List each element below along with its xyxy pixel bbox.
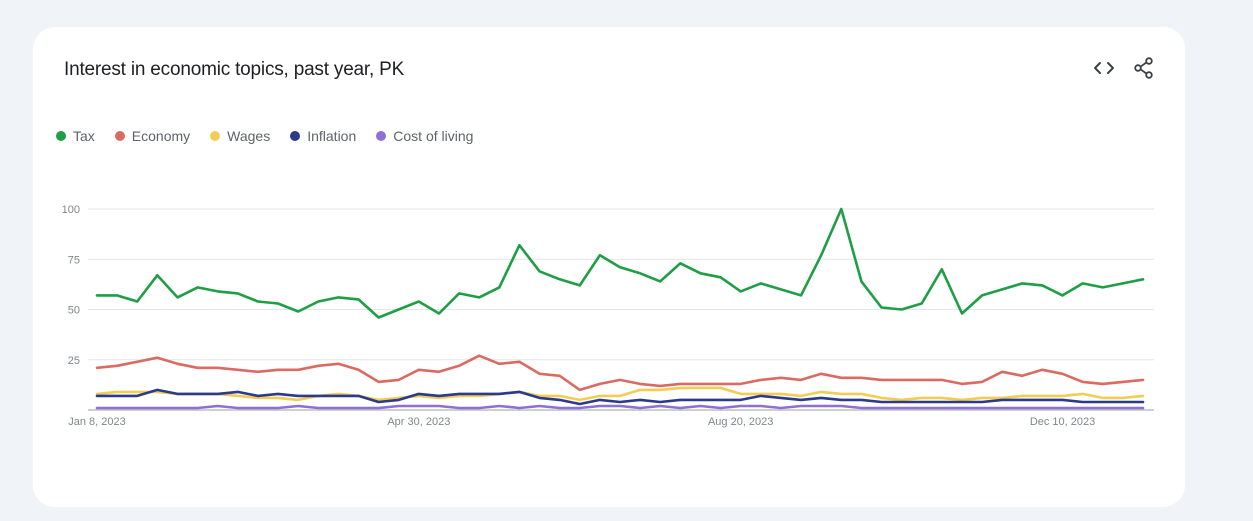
code-icon[interactable] <box>1093 57 1115 79</box>
x-tick-label-2: Aug 20, 2023 <box>708 416 773 428</box>
legend-label-economy: Economy <box>131 128 191 144</box>
legend-dot-inflation <box>290 131 301 141</box>
legend-label-cost-of-living: Cost of living <box>393 128 474 144</box>
legend-item-inflation[interactable]: Inflation <box>290 128 356 144</box>
legend-item-economy[interactable]: Economy <box>114 128 191 144</box>
y-tick-label-50: 50 <box>68 305 80 317</box>
legend-dot-wages <box>210 131 221 141</box>
legend-item-wages[interactable]: Wages <box>210 128 270 144</box>
legend-item-tax[interactable]: Tax <box>56 128 95 144</box>
y-tick-label-75: 75 <box>68 254 80 266</box>
y-tick-label-25: 25 <box>68 355 80 367</box>
chart-actions <box>1093 57 1155 79</box>
legend-label-tax: Tax <box>73 128 95 144</box>
legend-label-wages: Wages <box>227 128 271 144</box>
legend-item-cost-of-living[interactable]: Cost of living <box>376 128 473 144</box>
series-line-wages <box>95 386 1145 402</box>
series-line-tax <box>95 207 1145 319</box>
series-line-cost-of-living <box>95 404 1145 410</box>
chart-card: Interest in economic topics, past year, … <box>33 27 1185 507</box>
share-icon[interactable] <box>1133 57 1155 79</box>
series-line-economy <box>95 354 1145 392</box>
legend-dot-cost-of-living <box>376 131 387 141</box>
legend-label-inflation: Inflation <box>307 128 357 144</box>
legend-dot-economy <box>114 131 125 141</box>
chart-legend: Tax Economy Wages Inflation Cost of livi… <box>56 128 473 144</box>
y-tick-label-100: 100 <box>62 204 80 216</box>
legend-dot-tax <box>56 131 66 141</box>
line-chart: 25 50 75 100 Jan 8, 2023 Apr 30, 2023 Aug 20, … <box>62 204 1154 428</box>
x-tick-label-0: Jan 8, 2023 <box>68 416 126 428</box>
series-line-inflation <box>95 388 1145 406</box>
x-tick-label-1: Apr 30, 2023 <box>387 416 450 428</box>
chart-title: Interest in economic topics, past year, … <box>64 59 405 80</box>
x-tick-label-3: Dec 10, 2023 <box>1030 416 1095 428</box>
